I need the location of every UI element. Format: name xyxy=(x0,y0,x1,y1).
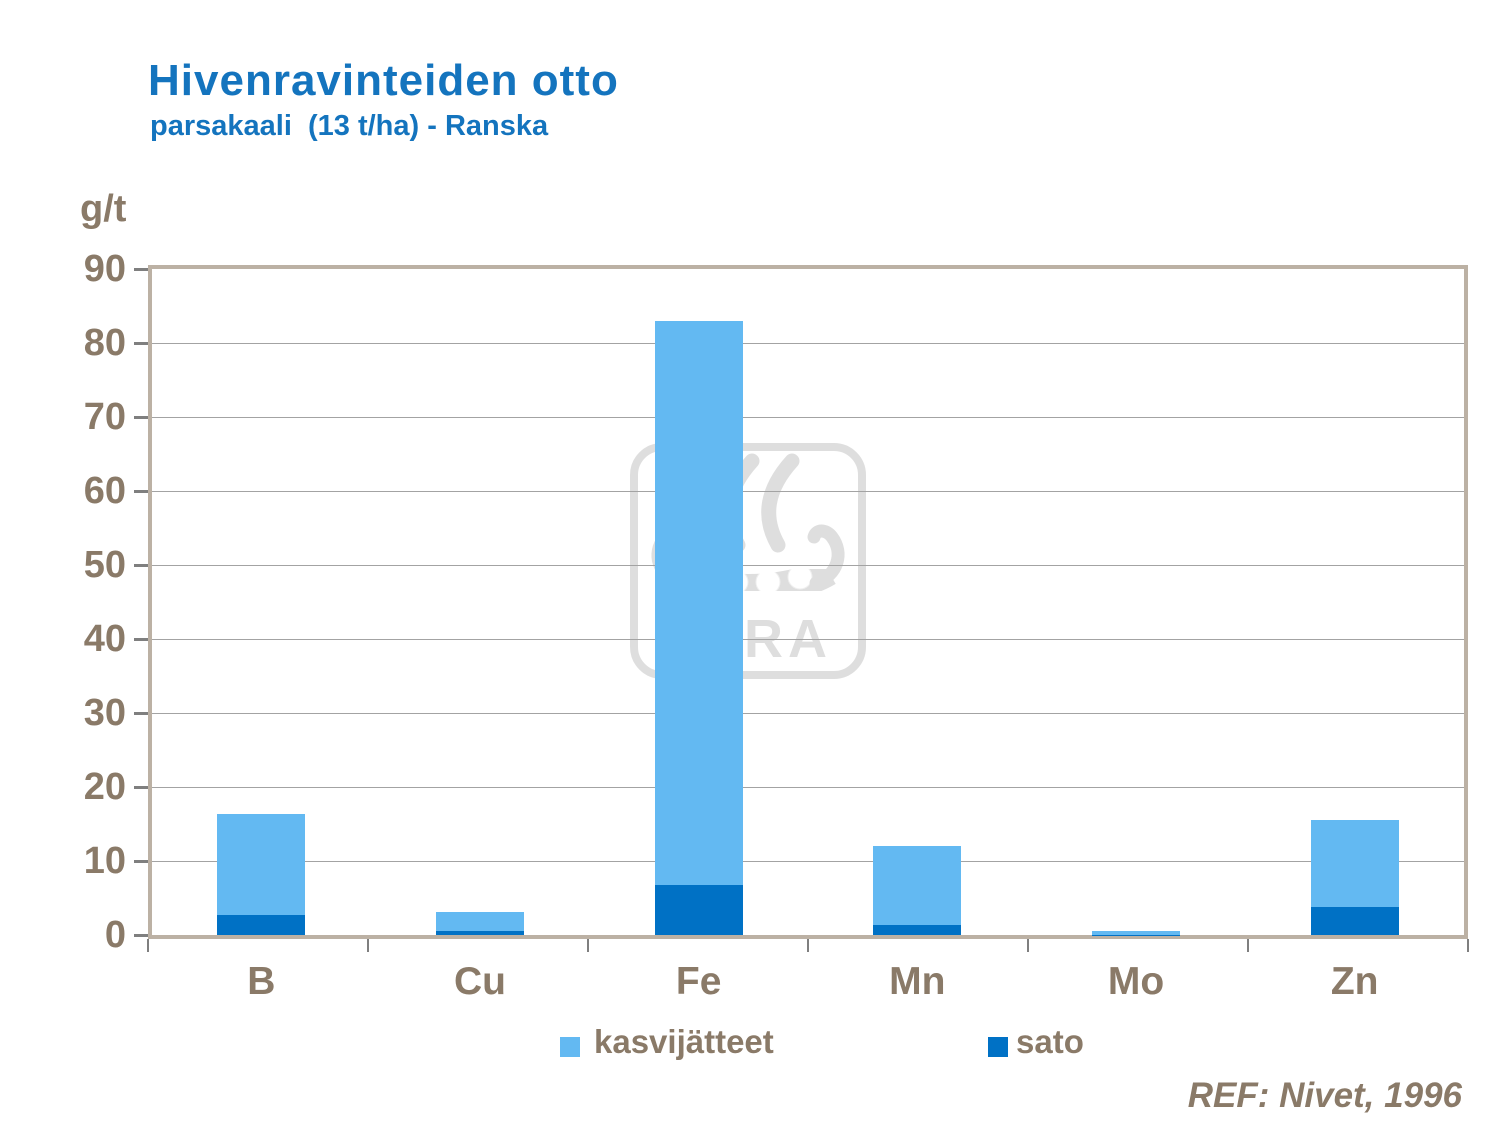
x-axis-label-Fe: Fe xyxy=(675,960,722,1003)
gridline-20 xyxy=(152,787,1464,788)
y-axis-tick-0 xyxy=(134,934,148,937)
gridline-30 xyxy=(152,713,1464,714)
y-axis-tick-90 xyxy=(134,268,148,271)
bar-segment-kasvijätteet-Zn xyxy=(1310,820,1399,907)
bar-segment-kasvijätteet-Fe xyxy=(654,320,743,885)
x-axis-label-B: B xyxy=(247,960,276,1003)
x-axis-label-Zn: Zn xyxy=(1330,960,1379,1003)
bar-stack-Fe xyxy=(654,269,743,935)
y-axis-label-90: 90 xyxy=(83,248,126,290)
y-axis-tick-20 xyxy=(134,786,148,789)
x-axis-tick-6 xyxy=(1467,939,1469,952)
gridline-10 xyxy=(152,861,1464,862)
y-axis-label-50: 50 xyxy=(83,544,126,586)
gridline-60 xyxy=(152,491,1464,492)
y-axis-tick-80 xyxy=(134,342,148,345)
y-axis-label-20: 20 xyxy=(83,766,126,808)
legend-swatch-sato xyxy=(988,1037,1008,1057)
bar-stack-Mo xyxy=(1092,269,1180,935)
x-axis-tick-2 xyxy=(587,939,589,952)
reference-text: REF: Nivet, 1996 xyxy=(1187,1076,1462,1115)
bar-segment-sato-Mn xyxy=(873,925,962,935)
x-axis-tick-4 xyxy=(1027,939,1029,952)
gridline-80 xyxy=(152,343,1464,344)
bar-segment-sato-Fe xyxy=(654,884,743,935)
bar-segment-kasvijätteet-Mo xyxy=(1092,930,1180,935)
y-axis-label-70: 70 xyxy=(83,396,126,438)
bar-segment-sato-B xyxy=(217,915,306,935)
bar-stack-Cu xyxy=(436,269,524,935)
y-axis-label-10: 10 xyxy=(83,840,126,882)
y-axis-tick-60 xyxy=(134,490,148,493)
x-axis-tick-1 xyxy=(367,939,369,952)
y-axis-tick-40 xyxy=(134,638,148,641)
gridline-50 xyxy=(152,565,1464,566)
bar-segment-kasvijätteet-Cu xyxy=(436,912,524,932)
y-axis-tick-10 xyxy=(134,860,148,863)
bar-stack-Mn xyxy=(873,269,962,935)
chart-subtitle: parsakaali (13 t/ha) - Ranska xyxy=(150,110,549,142)
gridline-40 xyxy=(152,639,1464,640)
chart-title: Hivenravinteiden otto xyxy=(148,56,619,105)
bar-stack-Zn xyxy=(1310,269,1399,935)
x-axis-label-Mn: Mn xyxy=(889,960,946,1003)
y-axis-unit-label: g/t xyxy=(80,188,127,230)
y-axis-label-60: 60 xyxy=(83,470,126,512)
y-axis-label-80: 80 xyxy=(83,322,126,364)
y-axis-tick-50 xyxy=(134,564,148,567)
y-axis-tick-70 xyxy=(134,416,148,419)
legend-label-sato: sato xyxy=(1016,1023,1084,1060)
x-axis-tick-0 xyxy=(147,939,149,952)
x-axis-label-Cu: Cu xyxy=(454,960,506,1003)
bar-segment-kasvijätteet-Mn xyxy=(873,846,962,926)
bar-segment-sato-Zn xyxy=(1310,906,1399,935)
gridline-70 xyxy=(152,417,1464,418)
watermark-frame xyxy=(630,443,866,679)
viking-ship-stern-icon xyxy=(807,524,845,590)
y-axis-label-40: 40 xyxy=(83,618,126,660)
y-axis-label-0: 0 xyxy=(104,914,126,956)
x-axis-tick-3 xyxy=(807,939,809,952)
bar-segment-kasvijätteet-B xyxy=(217,813,306,916)
legend-swatch-kasvijatteet xyxy=(560,1037,580,1057)
legend-label-kasvijatteet: kasvijätteet xyxy=(594,1023,774,1060)
bar-segment-sato-Cu xyxy=(436,931,524,935)
plot-area: YARA xyxy=(148,265,1468,939)
x-axis-tick-5 xyxy=(1247,939,1249,952)
bar-stack-B xyxy=(217,269,306,935)
y-axis-tick-30 xyxy=(134,712,148,715)
y-axis-label-30: 30 xyxy=(83,692,126,734)
x-axis-label-Mo: Mo xyxy=(1107,960,1165,1003)
